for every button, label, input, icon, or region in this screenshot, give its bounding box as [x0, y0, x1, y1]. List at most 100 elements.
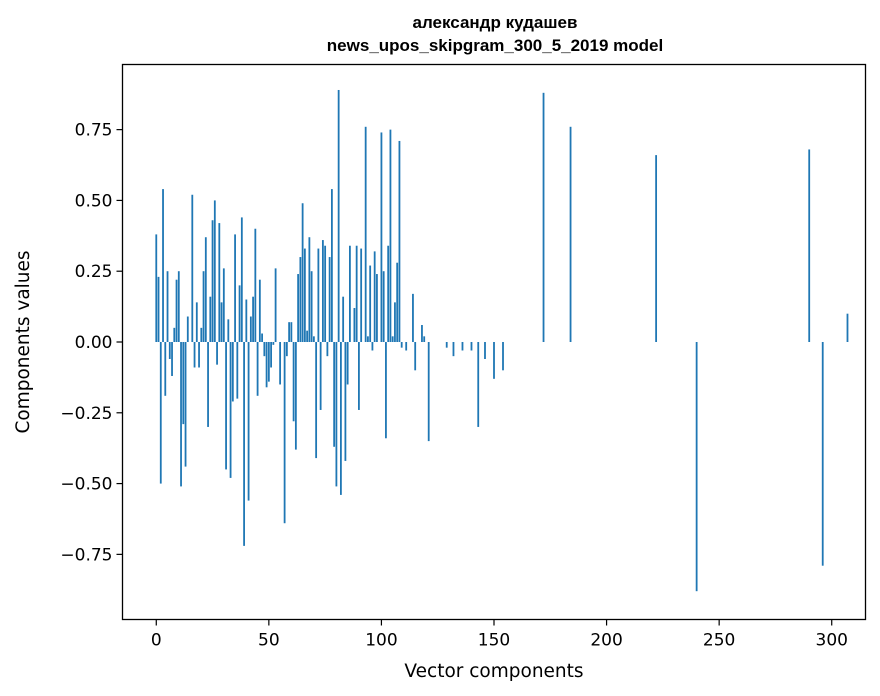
bar [421, 325, 423, 342]
bar [200, 327, 203, 342]
bar [569, 126, 572, 342]
bar [330, 189, 333, 342]
x-tick-label: 200 [590, 631, 622, 651]
plot-frame [121, 63, 867, 621]
bar [263, 342, 266, 357]
bar [166, 271, 169, 342]
bar [245, 299, 248, 342]
bar [236, 342, 239, 399]
bar [247, 342, 250, 501]
bar [213, 200, 216, 342]
y-axis-ticks: −0.75 −0.50 −0.25 0.00 0.25 0.50 0.75 [60, 121, 123, 565]
bar [470, 342, 473, 351]
x-tick-label: 150 [478, 631, 510, 651]
bar [164, 342, 167, 396]
y-tick-label: −0.50 [60, 475, 112, 495]
bar [270, 342, 273, 368]
bar [502, 342, 504, 371]
bar [254, 228, 257, 342]
bar [355, 245, 358, 342]
bars-group [155, 89, 849, 592]
bar [177, 271, 180, 342]
y-tick-label: 0.75 [75, 121, 113, 141]
bar [423, 336, 426, 342]
bar [207, 342, 209, 427]
bar [249, 316, 252, 342]
bar [371, 342, 374, 351]
x-axis-ticks: 0 50 100 150 200 250 300 [151, 619, 848, 651]
bar [231, 342, 234, 402]
bar [452, 342, 455, 357]
bar [335, 342, 338, 487]
bar [256, 342, 259, 396]
bar [367, 336, 369, 342]
bar [306, 330, 309, 342]
bar [294, 342, 297, 450]
x-tick-label: 250 [703, 631, 735, 651]
bar [346, 342, 349, 385]
bar [274, 268, 277, 342]
y-tick-label: 0.25 [75, 262, 113, 282]
bar [234, 234, 236, 342]
bar [225, 342, 227, 470]
bar [385, 342, 387, 439]
bar [182, 342, 185, 425]
bar [243, 342, 245, 546]
bar [396, 262, 399, 342]
bar [337, 89, 340, 342]
bar [265, 342, 268, 388]
bar [272, 342, 275, 345]
bar [369, 265, 372, 342]
bar [342, 296, 345, 342]
bar [191, 194, 194, 342]
bar [229, 342, 232, 478]
bar [285, 342, 288, 357]
bar [308, 237, 311, 342]
bar [398, 140, 401, 342]
bar [258, 279, 261, 342]
bar [186, 316, 189, 342]
bar [655, 155, 658, 342]
bar [261, 333, 263, 342]
bar [209, 296, 212, 342]
bar [376, 274, 378, 342]
bar [155, 234, 158, 342]
bar [184, 342, 187, 467]
bar [315, 342, 318, 459]
bar [382, 271, 385, 342]
bar [405, 342, 408, 351]
bar [389, 129, 392, 342]
bar [373, 251, 376, 342]
bar [391, 336, 394, 342]
bar [162, 189, 164, 342]
bar [324, 245, 327, 342]
bar [252, 296, 254, 342]
bar [493, 342, 495, 379]
bar [344, 342, 347, 461]
bar [333, 342, 336, 447]
bar [380, 132, 383, 342]
bar [303, 248, 306, 342]
bar [198, 342, 200, 368]
bar [358, 342, 360, 410]
bar [301, 203, 304, 342]
bar [808, 149, 811, 342]
x-axis-label: Vector components [404, 661, 583, 682]
bar [364, 126, 367, 342]
bar [267, 342, 270, 382]
bar [542, 92, 545, 342]
bar [220, 302, 223, 342]
bar [238, 285, 241, 342]
bar [297, 274, 300, 342]
bar [173, 327, 176, 342]
x-tick-label: 100 [365, 631, 397, 651]
bar [288, 322, 291, 342]
bar [339, 342, 342, 495]
y-tick-label: −0.75 [60, 545, 112, 565]
bar [414, 342, 417, 371]
y-tick-label: −0.25 [60, 404, 112, 424]
bar [216, 342, 218, 365]
bar [204, 237, 207, 342]
bar [846, 313, 849, 342]
